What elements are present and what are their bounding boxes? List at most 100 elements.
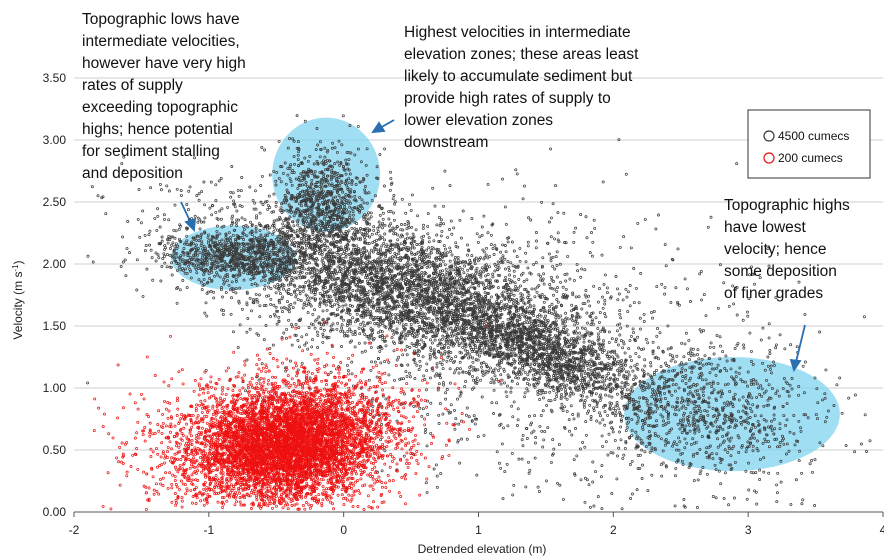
data-point [401,323,405,327]
data-point [367,303,371,307]
data-point [602,282,606,286]
data-point [321,257,325,261]
data-point [229,195,233,199]
data-point [336,265,340,269]
data-point [306,347,310,351]
data-point [449,293,453,297]
data-point [416,250,420,254]
data-point [399,242,403,246]
data-point [529,362,533,366]
data-point [461,314,465,318]
data-point [602,348,606,352]
data-point [435,313,439,316]
data-point [304,341,308,345]
data-point [248,185,252,189]
data-point [149,186,153,190]
data-point [470,273,474,277]
data-point [516,376,520,380]
data-point [369,215,373,219]
data-point [420,274,423,278]
data-point [419,338,423,342]
data-point [357,341,361,345]
data-point [590,393,593,397]
data-point [471,368,475,372]
data-point [156,214,160,218]
data-point [392,266,396,270]
data-point [453,258,457,262]
data-point [445,280,449,284]
data-point [139,221,143,225]
data-point [439,218,443,222]
data-point [495,279,499,283]
data-point [277,315,281,319]
data-points [86,114,872,511]
data-point [155,228,159,232]
data-point [401,246,405,250]
data-point [269,302,273,306]
data-point [424,253,428,256]
data-point [415,271,419,275]
data-point [197,192,201,196]
data-point [537,283,541,287]
data-point [378,349,382,353]
data-point [568,429,571,433]
data-point [620,393,624,397]
data-point [556,329,559,333]
data-point [466,350,470,353]
data-point [461,209,465,213]
data-point [321,287,325,291]
data-point [591,318,595,322]
data-point [528,310,532,313]
data-point [281,295,285,299]
data-point [234,291,238,295]
data-point [382,273,386,277]
data-point [307,326,311,330]
data-point [386,244,390,248]
data-point [475,352,479,356]
data-point [258,315,262,319]
data-point [406,236,409,240]
data-point [285,289,288,293]
data-point [355,244,358,248]
data-point [125,247,129,251]
data-point [488,278,492,282]
data-point [582,336,586,340]
data-point [292,263,296,267]
data-point [413,302,417,306]
data-point [318,297,322,301]
data-point [502,279,506,283]
data-point [378,335,382,339]
data-point [463,264,467,268]
data-point [281,222,285,226]
data-point [487,292,490,295]
data-point [470,350,474,353]
data-point [588,304,592,308]
data-point [173,203,177,207]
data-point [547,311,551,315]
data-point [274,291,278,295]
data-point [356,247,360,250]
data-point [428,265,431,269]
data-point [436,255,440,259]
data-point [516,286,520,290]
data-point [387,217,391,221]
data-point [405,270,409,273]
data-point [348,304,352,307]
data-point [196,220,200,224]
data-point [381,306,385,310]
data-point [504,267,507,271]
data-point [359,322,363,326]
data-point [370,289,374,293]
data-point [215,224,219,228]
data-point [246,272,250,276]
data-point [345,249,349,252]
data-point [581,302,585,306]
data-point [504,279,508,283]
data-point [173,244,177,248]
data-point [545,327,549,331]
data-point [177,227,181,231]
data-point [499,373,503,377]
data-point [143,249,147,253]
data-point [360,350,364,354]
data-point [158,225,162,229]
